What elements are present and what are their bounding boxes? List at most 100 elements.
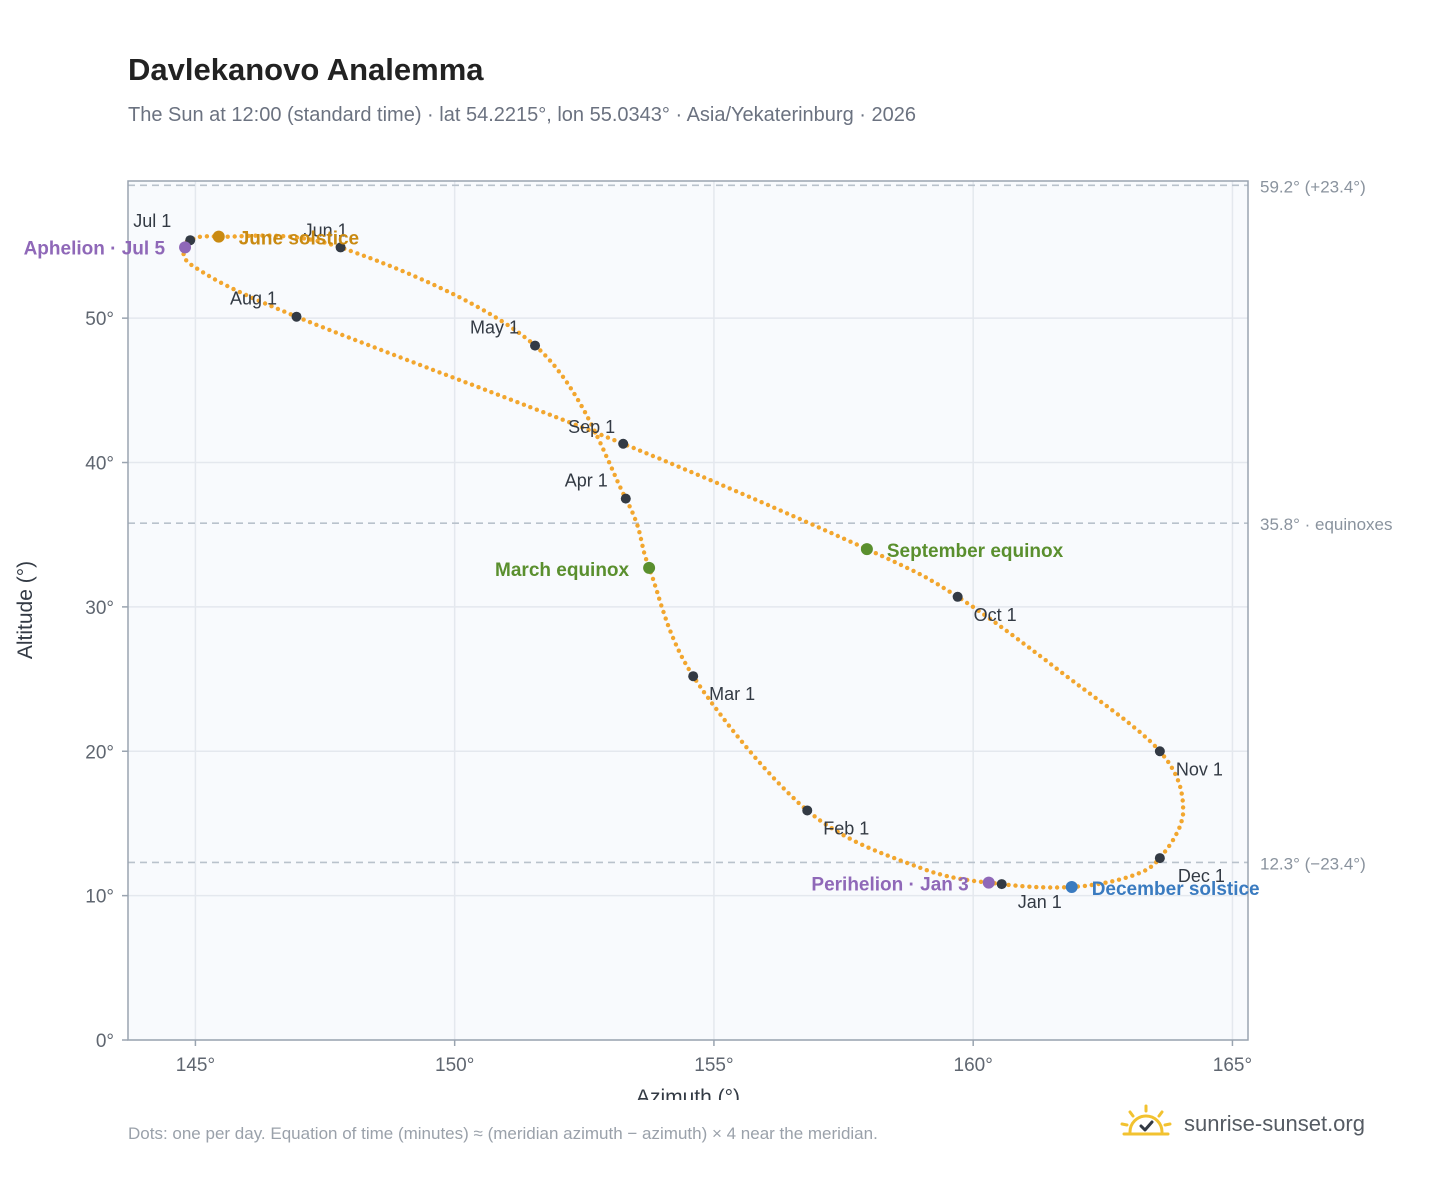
daily-dot — [1060, 670, 1065, 676]
daily-dot — [543, 353, 548, 358]
daily-dot — [1179, 819, 1184, 824]
daily-dot — [709, 701, 715, 706]
reference-line-label: 35.8° · equinoxes — [1260, 515, 1393, 534]
daily-dot — [879, 553, 885, 559]
daily-dot — [721, 483, 726, 488]
daily-dot — [443, 372, 449, 377]
daily-dot — [582, 410, 588, 415]
daily-dot — [1032, 649, 1037, 654]
daily-dot — [502, 395, 507, 400]
daily-dot — [733, 489, 739, 494]
daily-dot — [487, 311, 493, 317]
daily-dot — [848, 539, 853, 544]
event-markers: June solstice December solstice March equi… — [24, 229, 1260, 900]
event-marker-dot — [860, 543, 873, 556]
daily-dot — [359, 340, 364, 345]
daily-dot — [432, 282, 437, 288]
daily-dot — [630, 510, 635, 515]
daily-dot — [604, 453, 609, 459]
daily-dot — [701, 690, 707, 695]
daily-dot — [476, 385, 481, 390]
daily-dot — [1175, 778, 1181, 783]
daily-dot — [999, 624, 1004, 630]
daily-dot — [854, 542, 859, 547]
daily-dot — [206, 273, 212, 279]
daily-dot — [1180, 812, 1186, 817]
daily-dot — [944, 873, 949, 879]
daily-dot — [1071, 679, 1076, 684]
daily-dot — [406, 271, 412, 276]
daily-dot — [947, 589, 952, 594]
daily-dot — [225, 234, 230, 239]
daily-dot — [1087, 691, 1093, 696]
daily-dot — [791, 514, 796, 519]
daily-dot — [398, 355, 403, 360]
daily-dot — [556, 369, 561, 374]
daily-dot — [1099, 699, 1104, 705]
daily-dot — [640, 543, 645, 548]
daily-dot — [1048, 885, 1053, 890]
daily-dot — [184, 258, 189, 263]
daily-dot — [746, 494, 752, 499]
daily-dot — [1136, 871, 1142, 876]
daily-dot — [282, 309, 287, 314]
daily-dot — [1143, 868, 1148, 873]
daily-dot — [355, 251, 360, 256]
daily-dot — [419, 277, 424, 282]
daily-dot — [612, 438, 617, 443]
sun-logo-icon — [1120, 1104, 1172, 1145]
daily-dot — [1026, 645, 1032, 650]
daily-dot — [340, 332, 345, 338]
daily-dot — [253, 233, 258, 238]
daily-dot — [189, 262, 194, 268]
daily-dot — [1167, 843, 1172, 849]
daily-dot — [353, 337, 358, 343]
daily-dot — [522, 334, 527, 340]
daily-dot — [670, 635, 676, 641]
daily-dot — [1130, 873, 1135, 878]
daily-dot — [731, 728, 736, 734]
month-marker-label: Jan 1 — [1018, 892, 1062, 912]
x-tick-label: 165° — [1213, 1055, 1252, 1076]
daily-dot — [547, 358, 553, 363]
daily-dot — [568, 386, 573, 391]
daily-dot — [301, 317, 306, 322]
daily-dot — [528, 405, 533, 410]
daily-dot — [683, 660, 688, 666]
daily-dot — [1148, 864, 1154, 869]
daily-dot — [718, 712, 723, 717]
daily-dot — [1123, 875, 1128, 880]
daily-dot — [643, 557, 649, 562]
daily-dot — [1178, 784, 1183, 790]
daily-dot — [348, 248, 353, 254]
daily-dot — [1169, 765, 1175, 770]
daily-dot — [1152, 743, 1158, 749]
daily-dot — [1061, 885, 1067, 890]
daily-dot — [579, 403, 584, 409]
daily-dot — [374, 258, 380, 263]
x-tick-label: 155° — [694, 1055, 733, 1076]
daily-dot — [1041, 885, 1046, 890]
footnote: Dots: one per day. Equation of time (min… — [128, 1124, 878, 1143]
daily-dot — [650, 576, 656, 582]
daily-dot — [385, 350, 390, 355]
month-marker-dot — [952, 591, 963, 602]
daily-dot — [274, 233, 279, 238]
daily-dot — [275, 306, 281, 312]
daily-dot — [598, 441, 603, 446]
daily-dot — [708, 478, 713, 483]
daily-dot — [714, 706, 719, 712]
brand[interactable]: sunrise-sunset.org — [1120, 1102, 1365, 1146]
daily-dot — [911, 568, 916, 574]
month-marker-dot — [802, 805, 813, 816]
daily-dot — [797, 516, 802, 522]
daily-dot — [772, 505, 777, 510]
daily-dot — [668, 629, 673, 634]
daily-dot — [451, 291, 456, 297]
daily-dot — [430, 367, 436, 373]
daily-dot — [659, 603, 664, 608]
daily-dot — [650, 453, 656, 459]
axis-ticks: 145° 150° 155° 160° 165° 0° 10° 20° 30° 40° 50° — [85, 309, 1252, 1076]
daily-dot — [586, 427, 591, 433]
y-tick-label: 50° — [85, 309, 114, 330]
